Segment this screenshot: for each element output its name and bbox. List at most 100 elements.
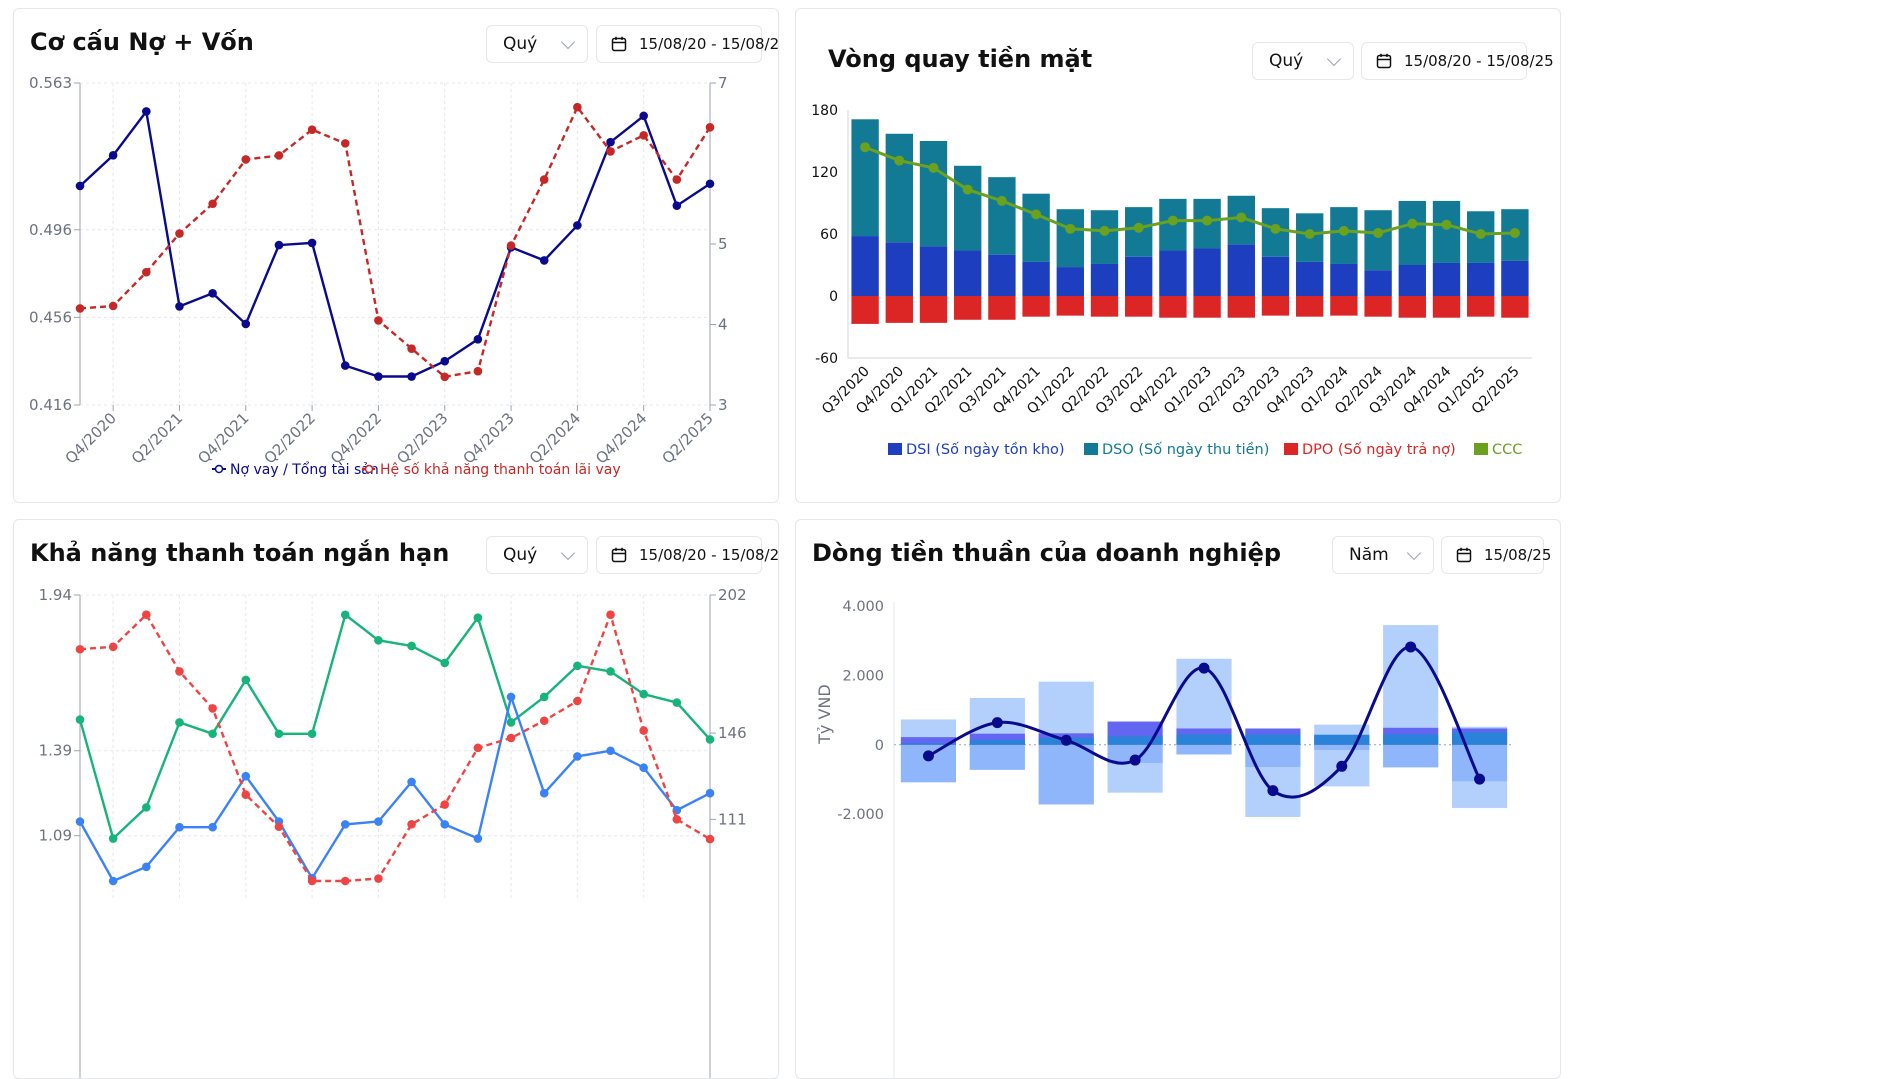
date-range-picker[interactable]: 15/08/20 - 15/08/25	[1361, 42, 1554, 80]
bar-dso	[1056, 209, 1084, 268]
data-point	[108, 301, 118, 311]
ccc-point	[962, 184, 973, 195]
data-point	[440, 658, 450, 668]
bar-group	[1193, 198, 1221, 318]
bar-group	[1090, 210, 1119, 317]
y-right-tick-label: 5	[718, 235, 728, 253]
y-right-tick-label: 4	[718, 316, 728, 334]
grid	[80, 82, 711, 406]
data-point	[639, 111, 648, 121]
date-range-picker[interactable]: 15/08/20 - 15/08/25	[596, 25, 778, 63]
period-select[interactable]: Quý	[486, 25, 588, 63]
bar-group	[1107, 721, 1163, 793]
ccc-series	[860, 142, 1520, 239]
data-point	[440, 372, 450, 382]
legend-label: Hệ số khả năng thanh toán lãi vay	[380, 461, 621, 478]
calendar-icon	[1456, 547, 1472, 563]
net-flow-point	[1336, 760, 1348, 772]
bar-positive	[969, 733, 1025, 745]
bar-dsi	[919, 246, 948, 296]
y-tick-label: 2.000	[842, 668, 884, 684]
bar-positive	[900, 743, 956, 745]
data-point	[208, 704, 217, 713]
period-select[interactable]: Quý	[1252, 42, 1354, 80]
net-flow-point	[1405, 641, 1417, 653]
data-point	[175, 667, 184, 676]
bar-positive	[1314, 734, 1370, 745]
legend-item: DSI (Số ngày tồn kho)	[888, 441, 1065, 458]
bar-negative	[969, 744, 1025, 770]
data-point	[539, 175, 549, 184]
data-point	[274, 240, 284, 250]
data-point	[606, 147, 615, 156]
date-range-picker[interactable]: 15/08/25	[1441, 536, 1551, 574]
bar-dpo	[1501, 296, 1529, 318]
data-point	[175, 302, 184, 311]
period-value: Quý	[503, 34, 538, 54]
bar-group	[1398, 200, 1426, 318]
bar-dpo	[1125, 296, 1153, 317]
data-point	[639, 131, 648, 140]
data-point	[539, 692, 549, 702]
data-point	[639, 726, 648, 735]
data-point	[606, 137, 615, 147]
net-cash-flow-chart: 4.000 2.000 0 -2.000 Tỷ VND	[815, 599, 1514, 1078]
bar-positive	[1107, 736, 1163, 745]
data-point	[307, 125, 317, 134]
card-title: Cơ cấu Nợ + Vốn	[30, 28, 254, 56]
y-tick-label: 4.000	[842, 599, 884, 615]
period-select[interactable]: Năm	[1332, 536, 1434, 574]
net-flow-line	[927, 645, 1481, 799]
bar-dpo	[1330, 296, 1358, 316]
legend-item: CCC	[1474, 442, 1522, 458]
ccc-point	[1509, 227, 1520, 238]
bar-dsi	[1193, 248, 1221, 296]
bar-dpo	[1432, 296, 1461, 318]
y-right-tick-label: 146	[718, 724, 747, 742]
bar-group	[1022, 193, 1050, 317]
data-point	[639, 763, 648, 773]
y-tick-label: 60	[820, 227, 838, 243]
data-point	[274, 822, 284, 832]
ccc-point	[996, 195, 1007, 206]
data-point	[539, 716, 549, 726]
data-point	[506, 733, 516, 743]
x-tick-label: Q4/2024	[592, 409, 650, 467]
ccc-point	[1407, 218, 1418, 229]
bar-dsi	[1467, 262, 1495, 296]
period-select[interactable]: Quý	[486, 536, 588, 574]
bar-group	[969, 697, 1025, 770]
series-line	[78, 612, 711, 841]
series-line	[79, 610, 711, 883]
legend-label: CCC	[1492, 442, 1522, 458]
y-right-tick-label: 7	[718, 74, 728, 92]
bar-dsi	[1090, 263, 1119, 296]
data-point	[407, 372, 416, 381]
calendar-icon	[611, 36, 627, 52]
data-point	[142, 107, 151, 116]
data-point	[340, 820, 350, 829]
data-point	[340, 876, 350, 886]
bar-dpo	[1090, 296, 1119, 317]
bar-dpo	[1467, 296, 1495, 317]
data-point	[407, 777, 416, 787]
bar-group	[1467, 211, 1495, 317]
calendar-icon	[611, 547, 627, 563]
bar-dpo	[1364, 296, 1392, 317]
date-range-value: 15/08/20 - 15/08/25	[639, 546, 779, 564]
data-point	[672, 201, 682, 210]
bar-dpo	[1159, 296, 1187, 318]
data-point	[108, 834, 118, 843]
data-point	[606, 746, 615, 756]
data-point	[539, 788, 549, 798]
y-tick-label: -60	[815, 351, 838, 367]
data-point	[705, 735, 715, 744]
date-range-picker[interactable]: 15/08/20 - 15/08/25	[596, 536, 778, 574]
data-point	[440, 356, 450, 366]
bar-dso	[1432, 200, 1461, 263]
bar-group	[954, 165, 982, 320]
legend-marker	[364, 464, 374, 474]
legend-label: DSO (Số ngày thu tiền)	[1102, 441, 1269, 458]
data-point	[705, 834, 715, 844]
cash-conversion-card: Vòng quay tiền mặt Quý 15/08/20 - 15/08/…	[795, 8, 1561, 503]
